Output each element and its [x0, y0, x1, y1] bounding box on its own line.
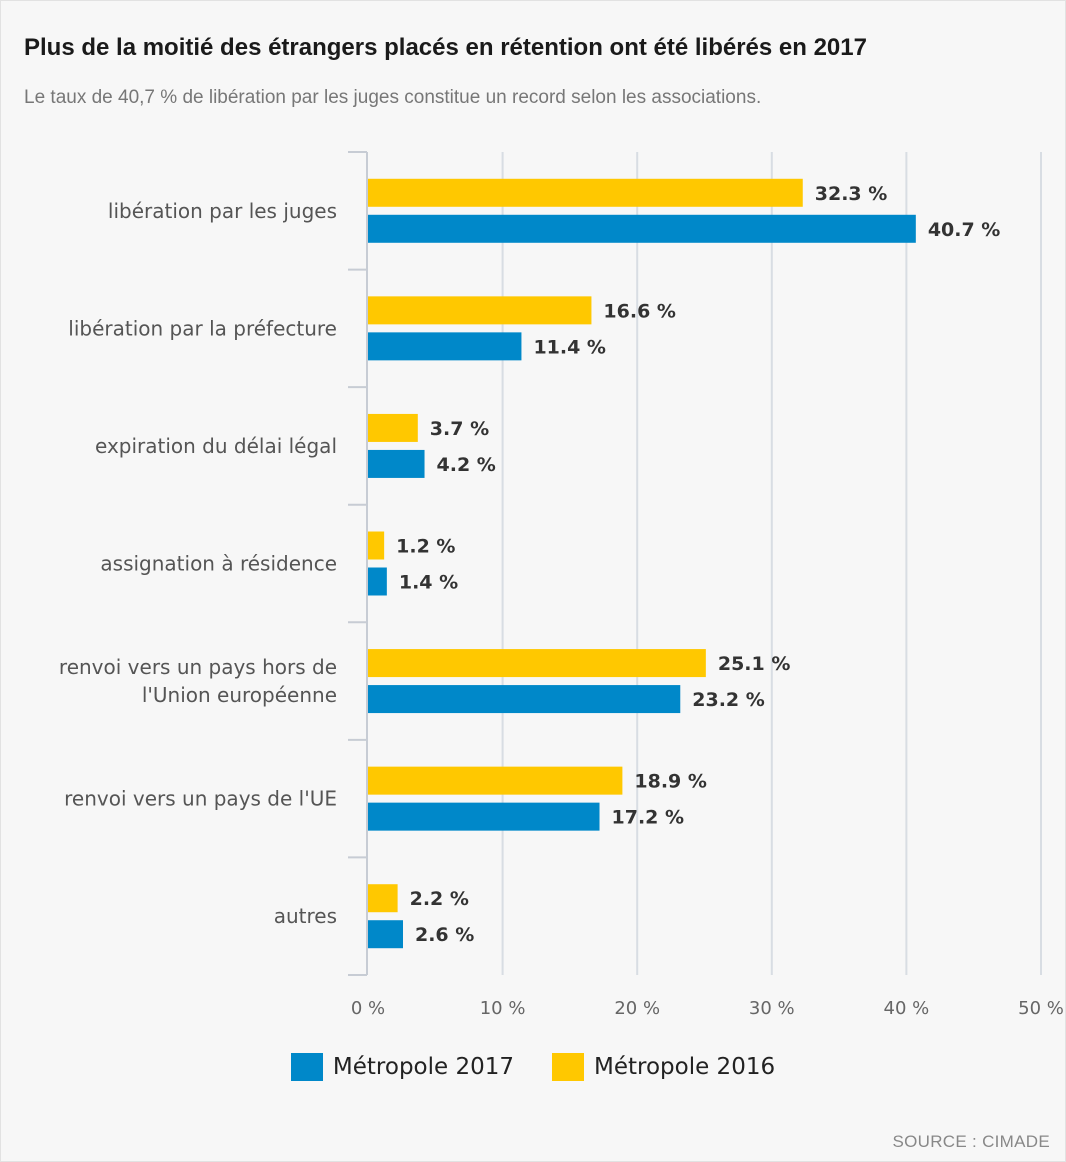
bar-value-label: 32.3 % [815, 183, 888, 205]
legend-swatch [290, 1053, 323, 1081]
bar-2016 [368, 178, 803, 207]
legend-item: Métropole 2016 [552, 1053, 775, 1081]
category-label: libération par les juges [108, 199, 337, 223]
bar-value-label: 17.2 % [612, 807, 685, 829]
bar-value-label: 16.6 % [603, 300, 676, 322]
bar-2016 [368, 884, 398, 913]
legend-label: Métropole 2016 [594, 1054, 776, 1080]
bar-2017 [368, 802, 600, 831]
bar-2016 [368, 413, 418, 442]
category-label: expiration du délai légal [95, 434, 337, 458]
bar-value-label: 23.2 % [692, 689, 765, 711]
source-credit: SOURCE : CIMADE [892, 1132, 1050, 1151]
bar-2016 [368, 649, 706, 678]
x-tick-label: 40 % [884, 998, 930, 1019]
category-label: assignation à résidence [100, 552, 337, 576]
x-tick-label: 50 % [1018, 998, 1064, 1019]
bar-value-label: 18.9 % [634, 771, 707, 793]
bar-2017 [368, 332, 522, 361]
bar-2016 [368, 766, 623, 795]
chart-title: Plus de la moitié des étrangers placés e… [24, 34, 867, 61]
bar-value-label: 2.2 % [410, 888, 469, 910]
x-tick-label: 10 % [480, 998, 526, 1019]
bar-value-label: 40.7 % [928, 219, 1001, 241]
x-tick-label: 30 % [749, 998, 795, 1019]
legend-label: Métropole 2017 [332, 1054, 514, 1080]
bar-value-label: 1.4 % [399, 572, 458, 594]
chart-subtitle: Le taux de 40,7 % de libération par les … [24, 87, 762, 108]
bar-value-label: 2.6 % [415, 924, 474, 946]
category-label: renvoi vers un pays hors de [59, 655, 337, 679]
bar-2017 [368, 920, 403, 949]
category-label: autres [274, 904, 337, 928]
bar-value-label: 25.1 % [718, 653, 791, 675]
bar-value-label: 11.4 % [533, 336, 606, 358]
legend-item: Métropole 2017 [290, 1053, 514, 1081]
category-label: l'Union européenne [142, 683, 337, 707]
category-label: renvoi vers un pays de l'UE [64, 787, 337, 811]
bar-2017 [368, 449, 425, 478]
bar-chart: 0 % 10 % 20 % 30 % 40 % 50 % libération par le… [59, 151, 1064, 1019]
bar-value-label: 3.7 % [430, 418, 489, 440]
bar-2017 [368, 567, 387, 596]
bar-2017 [368, 214, 916, 243]
category-label: libération par la préfecture [68, 316, 337, 340]
legend-swatch [552, 1053, 584, 1081]
chart-legend: Métropole 2017 Métropole 2016 [0, 1053, 1066, 1081]
x-tick-label: 0 % [351, 998, 385, 1019]
x-tick-label: 20 % [614, 998, 660, 1019]
bar-value-label: 4.2 % [437, 454, 496, 476]
bar-2016 [368, 296, 592, 325]
bar-2016 [368, 531, 385, 560]
bar-2017 [368, 685, 681, 714]
bar-value-label: 1.2 % [396, 536, 455, 558]
